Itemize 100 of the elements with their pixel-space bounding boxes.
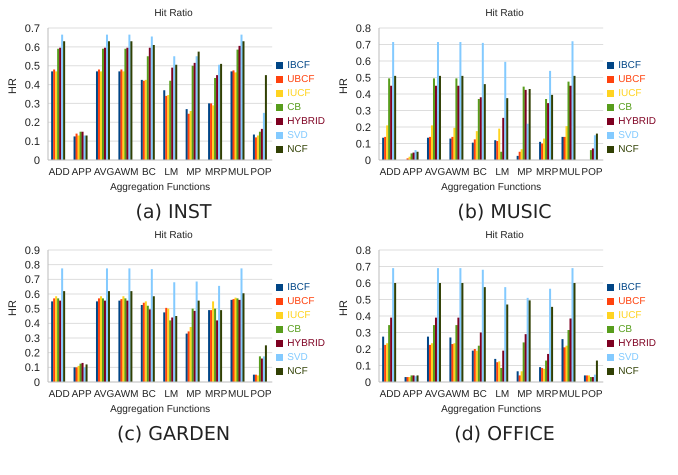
x-tick-label: POP [250, 389, 272, 400]
legend-label: SVD [618, 130, 639, 141]
bar [434, 318, 437, 382]
bar [545, 360, 548, 382]
bar [148, 48, 151, 160]
x-tick-label: AVG [94, 167, 114, 178]
x-tick-label: MRP [536, 167, 559, 178]
bar [214, 78, 216, 160]
bar [528, 300, 531, 382]
legend-label: HYBRID [287, 338, 325, 349]
y-tick-label: 0.7 [356, 39, 371, 52]
legend-label: SVD [618, 352, 639, 363]
bar [106, 268, 108, 382]
bar [152, 296, 155, 382]
bar [152, 44, 155, 160]
bar [432, 325, 435, 382]
y-tick-label: 0.5 [24, 304, 40, 316]
bar [474, 139, 476, 160]
bar [220, 310, 222, 382]
bar [264, 75, 267, 160]
bar [574, 283, 576, 382]
x-tick-label: MUL [559, 389, 581, 400]
x-tick-label: MRP [205, 389, 228, 400]
bar [594, 374, 596, 382]
bar [392, 42, 394, 160]
bar [236, 50, 238, 160]
bar [438, 76, 441, 160]
bar [188, 114, 190, 160]
x-tick-label: AVG [94, 389, 114, 400]
x-tick-label: AWM [445, 167, 470, 178]
x-tick-label: LM [495, 167, 510, 178]
bar [130, 41, 132, 160]
y-tick-label: 0.4 [24, 79, 40, 92]
y-tick-label: 0.3 [356, 105, 371, 118]
x-tick-label: ADD [380, 167, 401, 178]
legend-label: HYBRID [618, 338, 656, 349]
y-tick-label: 0.2 [24, 117, 40, 130]
bar [146, 56, 149, 160]
bar [504, 287, 506, 382]
x-axis-title: Aggregation Functions [441, 182, 542, 193]
x-tick-label: MP [186, 167, 202, 178]
legend-label: IBCF [618, 60, 641, 71]
bar [108, 41, 110, 160]
bar [522, 342, 525, 382]
x-tick-label: AVG [424, 167, 446, 178]
bar [212, 301, 214, 382]
x-tick-label: LM [164, 167, 178, 178]
bar [150, 36, 153, 160]
bar [150, 269, 153, 382]
y-tick-label: 0.3 [24, 332, 40, 345]
y-tick-label: 0.4 [24, 318, 40, 330]
bar [238, 46, 240, 160]
bar [572, 268, 574, 382]
legend-label: IUCF [618, 88, 642, 99]
bar [500, 368, 502, 382]
legend-label: NCF [618, 366, 639, 377]
bar [148, 309, 151, 382]
bar [163, 312, 166, 382]
bar [528, 89, 531, 160]
x-axis-title: Aggregation Functions [110, 404, 210, 415]
x-tick-label: AVG [424, 389, 446, 400]
legend-label: IBCF [618, 282, 641, 293]
legend-label: NCF [618, 144, 639, 155]
y-tick-label: 0.6 [24, 288, 40, 301]
bar [128, 34, 130, 160]
y-tick-label: 0.2 [356, 344, 371, 356]
bar [551, 94, 554, 160]
bar [260, 358, 263, 382]
y-tick-label: 0.1 [24, 362, 40, 374]
y-tick-label: 0.8 [356, 22, 371, 35]
bar [502, 118, 504, 160]
bar [171, 317, 174, 382]
legend-label: IUCF [287, 310, 311, 321]
x-tick-label: MP [186, 389, 202, 400]
bar [457, 86, 460, 160]
bar [260, 128, 263, 160]
bar [568, 330, 570, 382]
x-tick-label: LM [495, 389, 510, 400]
y-axis-title: HR [6, 300, 19, 316]
legend-label: CB [618, 102, 632, 113]
x-tick-label: MUL [559, 167, 581, 178]
bar [551, 306, 554, 382]
bar [524, 90, 527, 160]
y-axis-title: HR [338, 78, 350, 94]
y-tick-label: 0.1 [356, 138, 371, 150]
bar [262, 112, 265, 160]
y-tick-label: 0.6 [356, 278, 371, 290]
legend-label: NCF [287, 366, 308, 377]
x-tick-label: BC [142, 167, 156, 178]
x-tick-label: ADD [48, 389, 70, 400]
bar [494, 358, 496, 382]
text: (b) MUSIC [456, 200, 553, 225]
bar [51, 301, 54, 382]
legend-label: SVD [287, 130, 308, 141]
bar [432, 78, 435, 160]
bar [130, 291, 132, 382]
legend-label: CB [618, 324, 632, 335]
legend-label: UBCF [618, 296, 646, 307]
bar [562, 339, 564, 382]
x-tick-label: APP [72, 389, 92, 400]
